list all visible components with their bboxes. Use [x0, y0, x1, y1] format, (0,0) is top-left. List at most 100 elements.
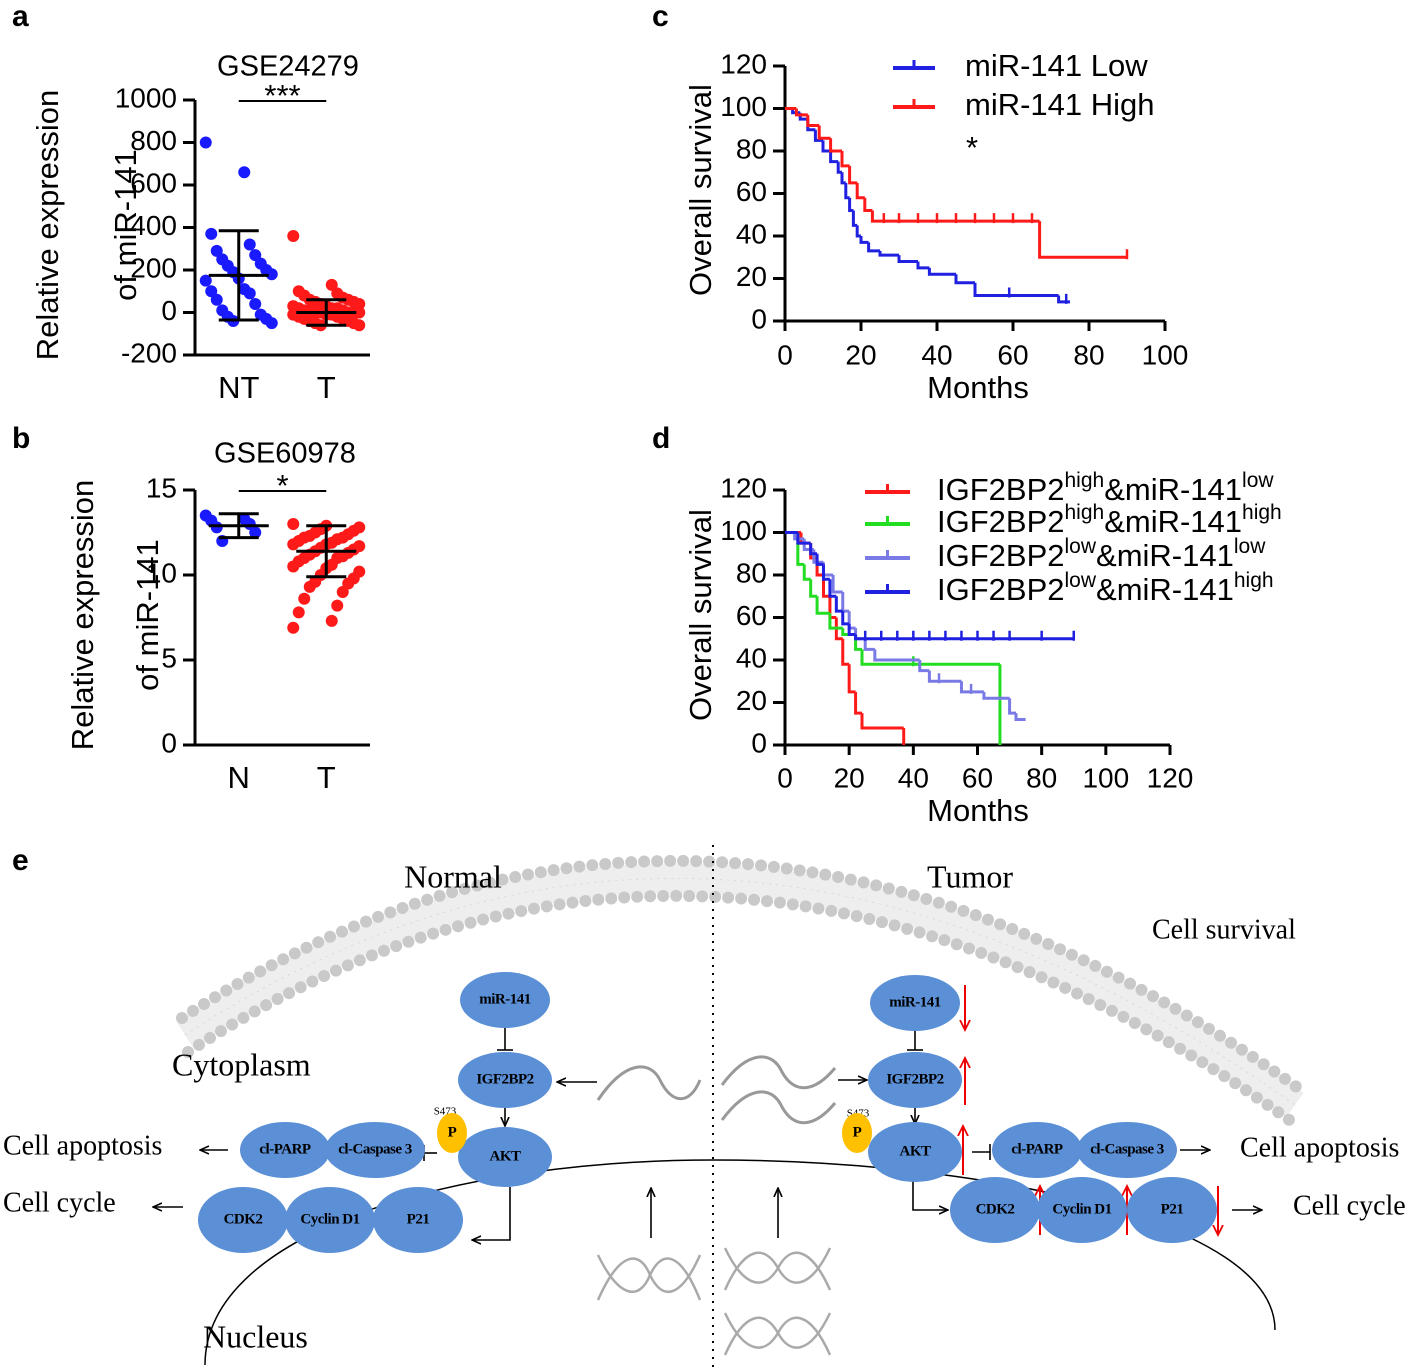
node-label: AKT [489, 1148, 521, 1164]
y-tick-label: 600 [130, 167, 177, 198]
data-point [249, 298, 262, 310]
survival-step [959, 681, 984, 694]
legend-superscript: low [1234, 535, 1266, 558]
legend-superscript: low [1242, 469, 1274, 492]
panel-title: GSE24279 [217, 51, 359, 83]
outcome-label: Cell apoptosis [3, 1130, 162, 1161]
x-axis-label: Months [927, 793, 1029, 828]
survival-step [831, 575, 843, 594]
node-label: cl-PARP [259, 1141, 311, 1157]
outcome-label: Cell cycle [3, 1187, 116, 1218]
nucleus-membrane [204, 1159, 1276, 1366]
node-label: Cyclin D1 [300, 1211, 359, 1227]
data-point [287, 230, 300, 242]
y-tick-label: 1000 [115, 82, 177, 113]
survival-step [840, 151, 850, 168]
data-point [265, 317, 278, 330]
panel-label: c [652, 0, 669, 33]
legend-label: IGF2BP2low&miR-141high [937, 569, 1274, 608]
survival-step [870, 210, 1040, 223]
survival-step [809, 579, 818, 598]
y-tick-label: 200 [130, 252, 177, 283]
y-axis-label: Relative expression [65, 480, 100, 751]
data-point [205, 285, 218, 298]
phospho-node [437, 1113, 467, 1153]
data-point [353, 306, 366, 319]
survival-step [834, 617, 843, 641]
legend-superscript: high [1234, 569, 1274, 592]
survival-step [848, 165, 858, 185]
survival-step [1038, 221, 1127, 259]
survival-step [860, 713, 904, 730]
x-tick-label: 40 [898, 762, 929, 793]
legend-superscript: high [1065, 501, 1105, 524]
node-label: miR-141 [479, 991, 531, 1007]
rna-waves [596, 1055, 837, 1125]
node-label: CDK2 [976, 1201, 1015, 1217]
data-point [210, 521, 223, 534]
legend-superscript: high [1065, 469, 1105, 492]
node-label: P [853, 1124, 862, 1140]
phospho-node [842, 1113, 872, 1153]
node-label: IGF2BP2 [476, 1071, 533, 1087]
data-point [353, 521, 366, 534]
survival-step [854, 634, 1074, 641]
x-tick-label: N [228, 760, 250, 795]
pathway-node [868, 1122, 962, 1182]
survival-step [815, 553, 824, 566]
condition-title: Normal [404, 858, 502, 894]
outcome-label: Cell cycle [1293, 1190, 1406, 1221]
x-tick-label: 0 [777, 762, 793, 793]
region-label: Cytoplasm [172, 1046, 311, 1082]
data-point [353, 540, 366, 553]
pathway-node [1077, 1122, 1177, 1178]
y-tick-label: 80 [736, 133, 767, 164]
legend-text: IGF2BP2 [937, 572, 1065, 607]
pathway-node [870, 975, 960, 1031]
data-point [331, 599, 344, 612]
survival-step [841, 592, 850, 613]
survival-step [1014, 713, 1026, 721]
survival-step [854, 691, 862, 715]
y-tick-label: 60 [736, 176, 767, 207]
data-point [249, 526, 262, 539]
data-point [243, 238, 256, 251]
pathway-node [1127, 1177, 1217, 1243]
legend-text: &miR-141 [1104, 472, 1242, 507]
data-point [249, 249, 262, 262]
condition-title: Tumor [927, 858, 1013, 894]
survival-step [821, 140, 831, 153]
y-axis-label: Overall survival [683, 509, 718, 721]
x-tick-label: 80 [1026, 762, 1057, 793]
data-point [336, 586, 349, 598]
y-tick-label: 40 [736, 642, 767, 673]
data-point [353, 565, 366, 578]
significance-label: *** [264, 78, 300, 113]
legend-label: miR-141 High [965, 87, 1155, 122]
node-label: P [448, 1124, 457, 1140]
pathway-node [1037, 1177, 1127, 1243]
data-point [325, 278, 338, 291]
data-point [210, 244, 223, 257]
survival-step [927, 670, 962, 683]
legend-label: miR-141 Low [965, 48, 1148, 83]
x-tick-label: 80 [1073, 339, 1104, 370]
x-tick-label: 60 [962, 762, 993, 793]
node-label: cl-Caspase 3 [338, 1141, 412, 1157]
x-tick-label: T [317, 370, 336, 405]
survival-step [927, 267, 956, 276]
y-axis-label: Overall survival [683, 84, 718, 296]
survival-step [1008, 698, 1016, 715]
y-tick-label: 20 [736, 261, 767, 292]
survival-step [954, 274, 975, 285]
region-label: Nucleus [203, 1318, 308, 1354]
survival-step [794, 108, 808, 117]
outcome-label: Cell apoptosis [1240, 1132, 1399, 1163]
data-point [353, 298, 366, 310]
survival-step [815, 596, 830, 615]
survival-step [973, 282, 1059, 297]
legend-label: IGF2BP2high&miR-141low [937, 469, 1274, 508]
outcome-note: Cell survival [1152, 914, 1296, 945]
survival-step [813, 129, 823, 142]
x-tick-label: 100 [1082, 762, 1129, 793]
